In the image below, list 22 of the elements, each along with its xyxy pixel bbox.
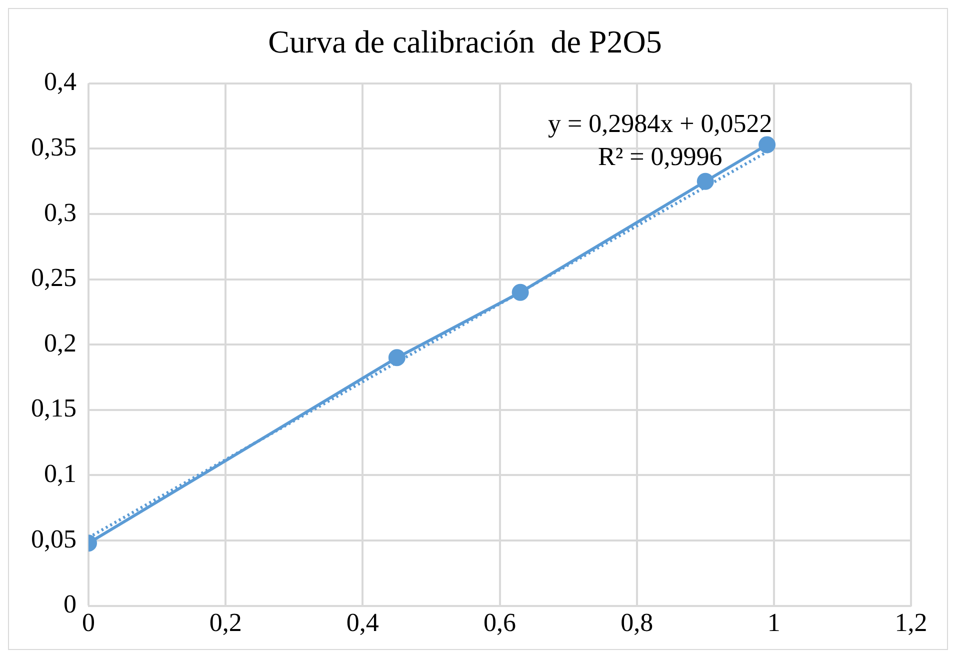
y-tick-label: 0,25 xyxy=(31,263,76,292)
annotation: R² = 0,9996 xyxy=(598,142,722,172)
x-tick-label: 0 xyxy=(82,608,95,638)
y-tick-label: 0 xyxy=(64,590,76,619)
y-tick-label: 0,05 xyxy=(31,524,76,554)
annotation: y = 0,2984x + 0,0522 xyxy=(548,109,772,138)
chart-title: Curva de calibración de P2O5 xyxy=(268,24,662,60)
y-tick-label: 0,2 xyxy=(44,328,76,358)
y-tick-label: 0,1 xyxy=(44,459,76,488)
x-tick-label: 0,2 xyxy=(209,608,242,638)
x-tick-label: 1 xyxy=(767,608,780,638)
y-tick-label: 0,4 xyxy=(44,67,76,96)
point xyxy=(512,284,529,301)
y-tick-label: 0,15 xyxy=(31,394,76,423)
y-tick-label: 0,3 xyxy=(44,198,76,227)
x-tick-label: 0,8 xyxy=(620,608,654,638)
point xyxy=(758,136,776,154)
x-tick-label: 0,4 xyxy=(346,608,379,638)
point xyxy=(696,172,714,190)
x-tick-label: 1,2 xyxy=(894,608,928,638)
x-tick-label: 0,6 xyxy=(484,608,516,638)
y-tick-label: 0,35 xyxy=(31,132,76,162)
